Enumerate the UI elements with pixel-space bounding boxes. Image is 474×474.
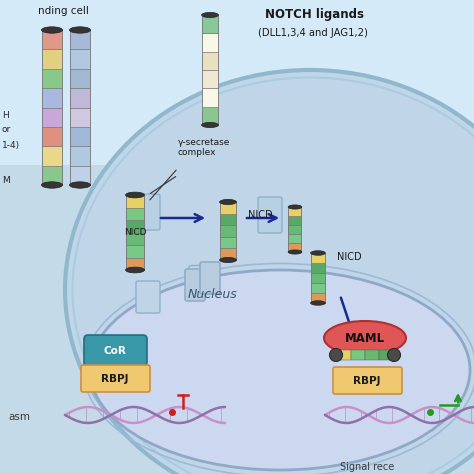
Ellipse shape (219, 200, 237, 205)
Ellipse shape (126, 192, 145, 198)
Ellipse shape (70, 27, 91, 33)
Text: nding cell: nding cell (38, 6, 89, 16)
Bar (42, 127, 62, 146)
Bar (42, 49, 62, 69)
Circle shape (329, 348, 343, 362)
Bar (70, 88, 90, 108)
Text: NICD: NICD (248, 210, 273, 220)
Text: MAML: MAML (345, 331, 385, 345)
Bar (70, 30, 90, 49)
Bar (70, 108, 90, 127)
Text: RBPJ: RBPJ (353, 376, 381, 386)
Text: NICD: NICD (124, 228, 146, 237)
Bar (365, 350, 379, 360)
Ellipse shape (126, 267, 145, 273)
Bar (42, 146, 62, 165)
Text: Signal rece: Signal rece (340, 462, 394, 472)
Bar (126, 208, 144, 220)
Bar (202, 88, 218, 107)
Bar (126, 233, 144, 245)
Bar (311, 253, 325, 263)
Text: 1-4): 1-4) (2, 141, 20, 150)
Ellipse shape (324, 321, 406, 355)
Bar (289, 216, 301, 225)
Bar (311, 293, 325, 303)
Text: NOTCH ligands: NOTCH ligands (265, 8, 364, 21)
FancyBboxPatch shape (200, 262, 220, 294)
FancyBboxPatch shape (81, 365, 150, 392)
Ellipse shape (310, 251, 325, 255)
Bar (289, 243, 301, 252)
Ellipse shape (42, 182, 63, 188)
Bar (202, 33, 218, 52)
Bar (202, 15, 218, 33)
Bar (220, 237, 236, 248)
Bar (70, 146, 90, 165)
Text: asm: asm (8, 412, 30, 422)
Ellipse shape (288, 205, 302, 209)
Ellipse shape (201, 12, 219, 18)
Bar (220, 225, 236, 237)
Text: M: M (2, 176, 10, 185)
Bar (220, 202, 236, 214)
Bar (42, 88, 62, 108)
Text: RBPJ: RBPJ (101, 374, 129, 384)
Bar (337, 350, 351, 360)
Bar (126, 220, 144, 233)
Circle shape (388, 348, 401, 362)
Bar (42, 165, 62, 185)
FancyBboxPatch shape (333, 367, 402, 394)
Bar (311, 263, 325, 273)
Text: CoR: CoR (103, 346, 127, 356)
Bar (42, 30, 62, 49)
Text: γ-secretase
complex: γ-secretase complex (178, 137, 230, 157)
Text: or: or (2, 125, 11, 134)
Bar (126, 245, 144, 257)
Bar (311, 273, 325, 283)
Bar (42, 69, 62, 88)
FancyBboxPatch shape (189, 265, 211, 294)
FancyBboxPatch shape (136, 194, 160, 230)
Bar (70, 165, 90, 185)
Ellipse shape (42, 27, 63, 33)
Bar (379, 350, 393, 360)
FancyBboxPatch shape (136, 281, 160, 313)
Text: Nucleus: Nucleus (188, 288, 238, 301)
Bar (289, 225, 301, 234)
Bar (351, 350, 365, 360)
Bar (70, 127, 90, 146)
Ellipse shape (65, 70, 474, 474)
Text: (DLL1,3,4 and JAG1,2): (DLL1,3,4 and JAG1,2) (258, 28, 368, 38)
FancyBboxPatch shape (185, 269, 205, 301)
Text: H: H (2, 111, 9, 120)
Bar (202, 107, 218, 125)
Bar (289, 207, 301, 216)
Bar (289, 234, 301, 243)
Ellipse shape (288, 250, 302, 254)
Ellipse shape (70, 182, 91, 188)
Bar (42, 108, 62, 127)
Bar (311, 283, 325, 293)
Bar (202, 70, 218, 88)
Polygon shape (0, 0, 474, 165)
Ellipse shape (219, 257, 237, 263)
Bar (70, 49, 90, 69)
Ellipse shape (310, 301, 325, 305)
Bar (202, 52, 218, 70)
Ellipse shape (90, 270, 470, 470)
Ellipse shape (201, 122, 219, 128)
FancyBboxPatch shape (84, 335, 147, 366)
Bar (126, 195, 144, 208)
Bar (220, 248, 236, 260)
Bar (126, 257, 144, 270)
Bar (220, 214, 236, 225)
Bar (70, 69, 90, 88)
Text: NICD: NICD (337, 252, 362, 262)
FancyBboxPatch shape (258, 197, 282, 233)
